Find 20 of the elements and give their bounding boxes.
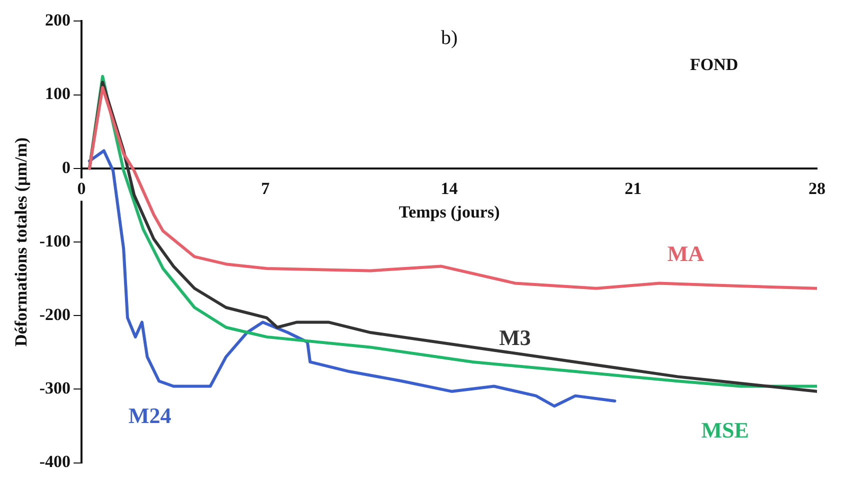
y-axis-title: Déformations totales (µm/m) <box>12 137 31 347</box>
y-tick-label: -100 <box>39 231 71 250</box>
x-tick-label: 7 <box>261 178 270 198</box>
y-tick-label: 0 <box>62 158 71 177</box>
x-axis-title: Temps (jours) <box>398 202 500 222</box>
y-tick-label: -300 <box>39 378 71 398</box>
annotation: FOND <box>690 54 738 74</box>
series-label: M3 <box>499 324 531 350</box>
x-tick-label: 0 <box>77 178 86 198</box>
series-label: M24 <box>128 402 172 428</box>
y-tick-label: -400 <box>39 452 71 472</box>
x-tick-label: 14 <box>440 178 458 198</box>
series-label: MSE <box>701 418 749 443</box>
y-tick-label: -200 <box>39 304 71 324</box>
y-tick-label: 200 <box>45 10 71 30</box>
x-tick-label: 21 <box>624 178 642 198</box>
annotation: b) <box>440 27 458 50</box>
series-label: MA <box>667 240 704 266</box>
y-tick-label: 100 <box>45 84 71 104</box>
x-tick-label: 28 <box>808 178 826 198</box>
